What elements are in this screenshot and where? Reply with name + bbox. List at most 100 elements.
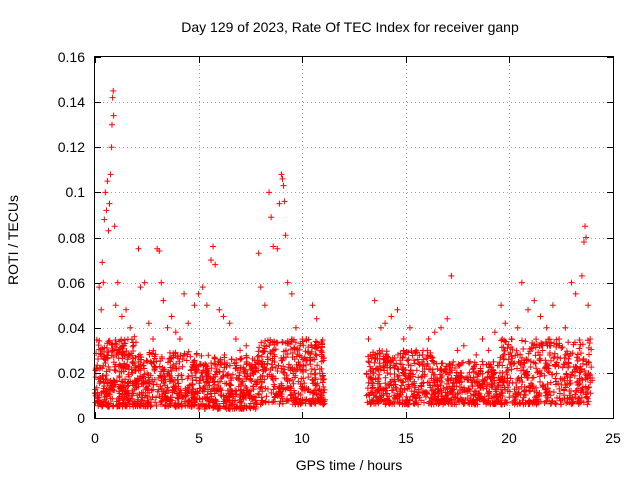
data-point xyxy=(588,364,595,371)
data-point xyxy=(94,365,101,372)
data-point xyxy=(113,398,120,405)
data-point xyxy=(209,398,216,405)
data-point xyxy=(421,366,428,373)
data-point xyxy=(586,351,593,358)
data-point xyxy=(96,392,103,399)
data-point xyxy=(176,358,183,365)
data-point xyxy=(579,376,586,383)
y-tick-label: 0.14 xyxy=(58,94,85,110)
data-point xyxy=(106,200,113,207)
data-point xyxy=(138,354,145,361)
data-point xyxy=(279,369,286,376)
data-point xyxy=(253,400,260,407)
data-point xyxy=(168,397,175,404)
data-point xyxy=(252,369,259,376)
data-point xyxy=(367,368,374,375)
data-point xyxy=(488,384,495,391)
data-point xyxy=(559,396,566,403)
data-point xyxy=(444,315,451,322)
data-point xyxy=(371,297,378,304)
data-point xyxy=(155,386,162,393)
data-point xyxy=(228,377,235,384)
data-point xyxy=(150,336,157,343)
data-point xyxy=(512,352,519,359)
data-point xyxy=(580,239,587,246)
data-point xyxy=(103,207,110,214)
data-point xyxy=(138,389,145,396)
data-point xyxy=(393,360,400,367)
data-point xyxy=(189,380,196,387)
data-point xyxy=(585,398,592,405)
data-point xyxy=(225,390,232,397)
data-point xyxy=(416,389,423,396)
data-point xyxy=(517,351,524,358)
data-point xyxy=(528,345,535,352)
data-point xyxy=(431,329,438,336)
data-point xyxy=(206,382,213,389)
data-point xyxy=(266,189,273,196)
data-point xyxy=(103,345,110,352)
data-point xyxy=(101,216,108,223)
data-point xyxy=(380,391,387,398)
data-point xyxy=(415,360,422,367)
data-point xyxy=(270,381,277,388)
data-point xyxy=(116,397,123,404)
data-point xyxy=(525,306,532,313)
data-point xyxy=(577,341,584,348)
data-point xyxy=(377,324,384,331)
data-point xyxy=(291,356,298,363)
data-point xyxy=(179,356,186,363)
data-point xyxy=(223,393,230,400)
data-point xyxy=(382,320,389,327)
data-point xyxy=(189,363,196,370)
data-point xyxy=(533,365,540,372)
data-point xyxy=(434,375,441,382)
data-point xyxy=(196,377,203,384)
data-point xyxy=(374,388,381,395)
data-point xyxy=(280,354,287,361)
data-point xyxy=(114,403,121,410)
data-point xyxy=(473,351,480,358)
data-point xyxy=(423,355,430,362)
data-point xyxy=(141,279,148,286)
data-point xyxy=(95,376,102,383)
data-point xyxy=(464,388,471,395)
data-point xyxy=(421,389,428,396)
data-point xyxy=(232,336,239,343)
data-point xyxy=(220,372,227,379)
data-point xyxy=(569,350,576,357)
data-point xyxy=(576,345,583,352)
data-point xyxy=(130,403,137,410)
data-point xyxy=(534,369,541,376)
data-point xyxy=(552,401,559,408)
data-point xyxy=(502,320,509,327)
data-point xyxy=(467,374,474,381)
data-point xyxy=(202,367,209,374)
data-point xyxy=(543,360,550,367)
data-point xyxy=(135,383,142,390)
data-point xyxy=(573,387,580,394)
data-point xyxy=(107,171,114,178)
data-point xyxy=(231,360,238,367)
data-point xyxy=(544,361,551,368)
data-point xyxy=(261,342,268,349)
data-point xyxy=(377,366,384,373)
x-tick-label: 0 xyxy=(91,430,99,446)
data-point xyxy=(380,353,387,360)
data-point xyxy=(312,374,319,381)
chart-title: Day 129 of 2023, Rate Of TEC Index for r… xyxy=(181,19,519,35)
data-point xyxy=(303,367,310,374)
data-point xyxy=(255,367,262,374)
data-point xyxy=(551,353,558,360)
data-point xyxy=(508,366,515,373)
data-point xyxy=(538,370,545,377)
data-point xyxy=(107,395,114,402)
data-point xyxy=(110,87,117,94)
data-point xyxy=(174,376,181,383)
data-point xyxy=(321,386,328,393)
data-point xyxy=(581,368,588,375)
data-point xyxy=(539,342,546,349)
data-point xyxy=(318,348,325,355)
data-point xyxy=(456,387,463,394)
data-point xyxy=(213,400,220,407)
